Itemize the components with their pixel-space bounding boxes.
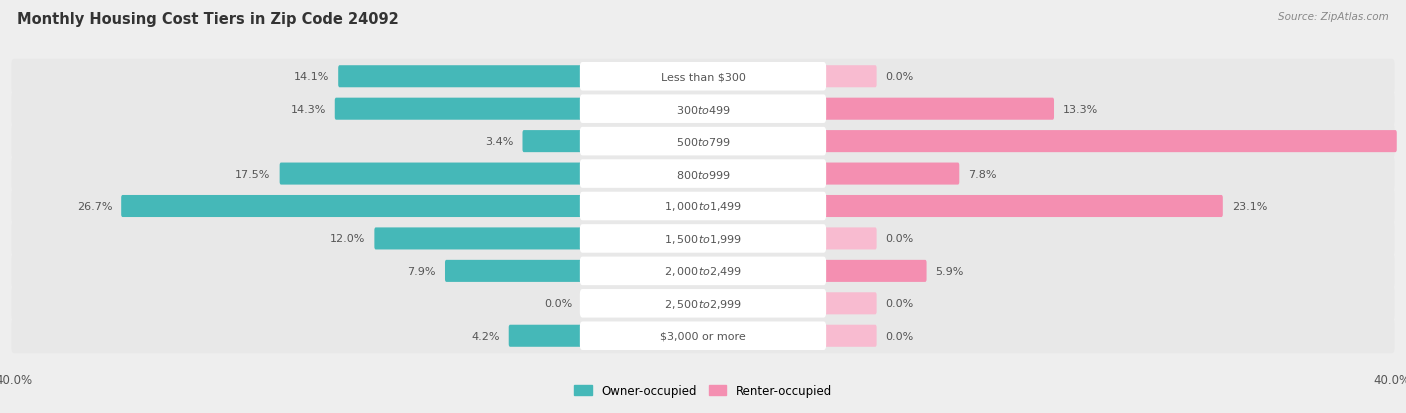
Text: $2,000 to $2,499: $2,000 to $2,499	[664, 265, 742, 278]
FancyBboxPatch shape	[11, 221, 1395, 256]
FancyBboxPatch shape	[823, 260, 927, 282]
FancyBboxPatch shape	[11, 124, 1395, 159]
Text: 7.8%: 7.8%	[969, 169, 997, 179]
Text: 14.3%: 14.3%	[291, 104, 326, 114]
Text: Less than $300: Less than $300	[661, 72, 745, 82]
FancyBboxPatch shape	[11, 254, 1395, 289]
FancyBboxPatch shape	[823, 98, 1054, 121]
Text: 4.2%: 4.2%	[471, 331, 499, 341]
Text: 0.0%: 0.0%	[886, 72, 914, 82]
FancyBboxPatch shape	[11, 92, 1395, 127]
Text: 0.0%: 0.0%	[886, 234, 914, 244]
FancyBboxPatch shape	[823, 163, 959, 185]
FancyBboxPatch shape	[579, 225, 827, 253]
Text: 13.3%: 13.3%	[1063, 104, 1098, 114]
FancyBboxPatch shape	[11, 59, 1395, 95]
Text: $500 to $799: $500 to $799	[675, 136, 731, 148]
FancyBboxPatch shape	[579, 192, 827, 221]
FancyBboxPatch shape	[579, 128, 827, 156]
FancyBboxPatch shape	[280, 163, 583, 185]
Text: 0.0%: 0.0%	[544, 299, 572, 309]
Text: Source: ZipAtlas.com: Source: ZipAtlas.com	[1278, 12, 1389, 22]
FancyBboxPatch shape	[823, 131, 1396, 153]
FancyBboxPatch shape	[11, 286, 1395, 321]
FancyBboxPatch shape	[374, 228, 583, 250]
Text: 17.5%: 17.5%	[235, 169, 271, 179]
Text: $800 to $999: $800 to $999	[675, 168, 731, 180]
Text: 5.9%: 5.9%	[935, 266, 965, 276]
Text: 0.0%: 0.0%	[886, 299, 914, 309]
FancyBboxPatch shape	[444, 260, 583, 282]
Text: 3.4%: 3.4%	[485, 137, 513, 147]
FancyBboxPatch shape	[335, 98, 583, 121]
Legend: Owner-occupied, Renter-occupied: Owner-occupied, Renter-occupied	[569, 379, 837, 401]
Text: $1,000 to $1,499: $1,000 to $1,499	[664, 200, 742, 213]
FancyBboxPatch shape	[823, 228, 876, 250]
Text: $300 to $499: $300 to $499	[675, 103, 731, 115]
FancyBboxPatch shape	[523, 131, 583, 153]
FancyBboxPatch shape	[823, 66, 876, 88]
Text: 12.0%: 12.0%	[330, 234, 366, 244]
Text: 0.0%: 0.0%	[886, 331, 914, 341]
Text: 26.7%: 26.7%	[77, 202, 112, 211]
FancyBboxPatch shape	[579, 322, 827, 350]
Text: 23.1%: 23.1%	[1232, 202, 1267, 211]
FancyBboxPatch shape	[579, 257, 827, 285]
FancyBboxPatch shape	[339, 66, 583, 88]
FancyBboxPatch shape	[121, 195, 583, 218]
FancyBboxPatch shape	[11, 157, 1395, 192]
FancyBboxPatch shape	[579, 63, 827, 91]
FancyBboxPatch shape	[579, 290, 827, 318]
FancyBboxPatch shape	[823, 292, 876, 315]
FancyBboxPatch shape	[823, 325, 876, 347]
FancyBboxPatch shape	[579, 95, 827, 123]
FancyBboxPatch shape	[579, 160, 827, 188]
FancyBboxPatch shape	[11, 318, 1395, 354]
FancyBboxPatch shape	[581, 292, 636, 315]
Text: 14.1%: 14.1%	[294, 72, 329, 82]
FancyBboxPatch shape	[11, 189, 1395, 224]
FancyBboxPatch shape	[509, 325, 583, 347]
Text: $3,000 or more: $3,000 or more	[661, 331, 745, 341]
Text: Monthly Housing Cost Tiers in Zip Code 24092: Monthly Housing Cost Tiers in Zip Code 2…	[17, 12, 399, 27]
Text: 7.9%: 7.9%	[408, 266, 436, 276]
FancyBboxPatch shape	[823, 195, 1223, 218]
Text: $2,500 to $2,999: $2,500 to $2,999	[664, 297, 742, 310]
Text: $1,500 to $1,999: $1,500 to $1,999	[664, 233, 742, 245]
